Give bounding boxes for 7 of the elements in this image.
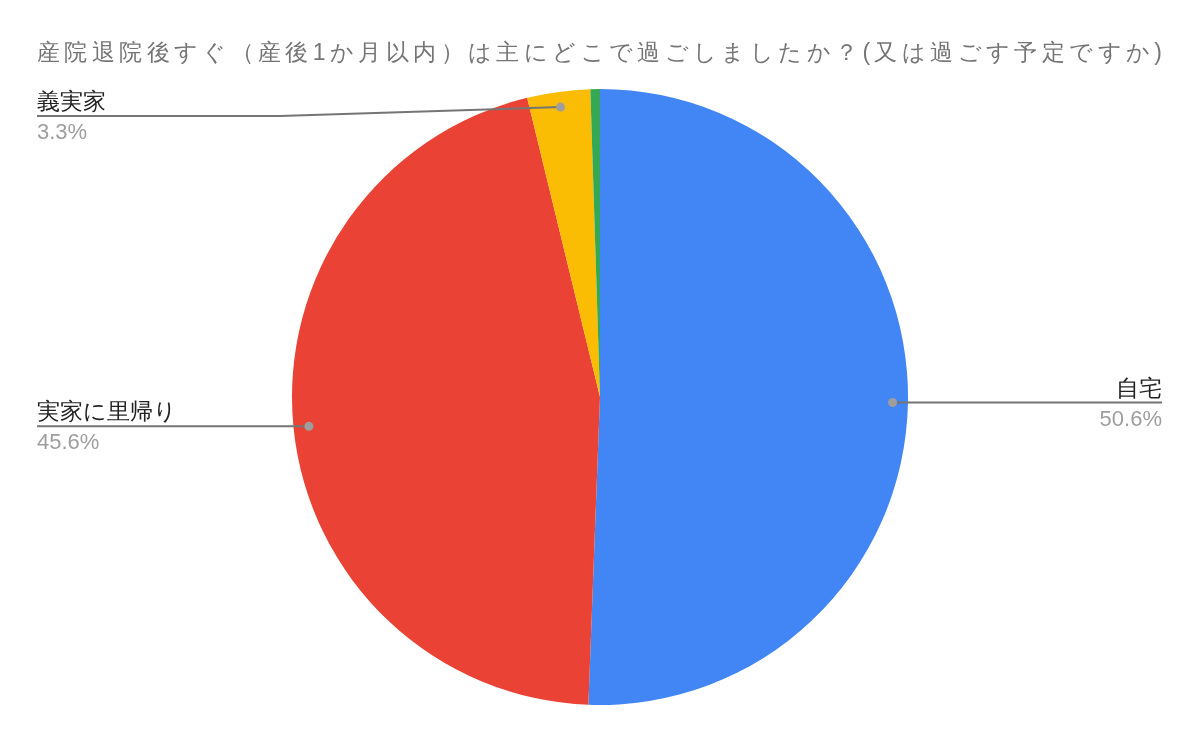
slice-label: 義実家 bbox=[37, 88, 106, 114]
data-label: 50.6% bbox=[1099, 405, 1162, 431]
data-label: 45.6% bbox=[37, 429, 100, 455]
data-label: 3.3% bbox=[37, 119, 88, 144]
slice-label: 自宅 bbox=[1116, 374, 1162, 401]
title: 産院退院後すぐ（産後1か月以内）は主にどこで過ごしましたか？(又は過ごす予定ですか) bbox=[37, 39, 1162, 65]
slice-label: 実家に里帰り bbox=[37, 398, 177, 425]
